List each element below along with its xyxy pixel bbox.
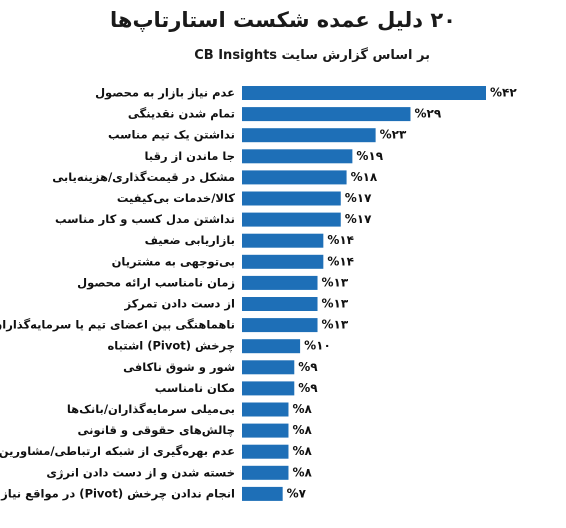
value-label-13: %۱۰	[304, 339, 331, 353]
bar-8	[242, 233, 324, 248]
category-label-7: نداشتن مدل کسب و کار مناسب	[55, 212, 235, 227]
category-label-17: چالش‌های حقوقی و قانونی	[78, 423, 235, 438]
category-label-9: بی‌توجهی به مشتریان	[112, 254, 235, 269]
bar-19	[242, 465, 289, 480]
category-label-11: از دست دادن تمرکز	[123, 297, 235, 311]
chart-subtitle: بر اساس گزارش سایت CB Insights	[194, 48, 430, 63]
bar-12	[242, 318, 318, 333]
category-label-3: نداشتن یک تیم مناسب	[108, 128, 235, 142]
value-label-14: %۹	[298, 360, 318, 374]
bar-15	[242, 381, 295, 396]
bar-11	[242, 297, 318, 311]
value-label-17: %۸	[292, 423, 312, 437]
category-label-16: بی‌میلی سرمایه‌گذاران/بانک‌ها	[67, 402, 235, 416]
value-label-16: %۸	[292, 402, 312, 416]
category-label-5: مشکل در قیمت‌گذاری/هزینه‌یابی	[52, 170, 235, 184]
value-label-1: %۴۲	[490, 86, 517, 100]
category-label-13: چرخش (Pivot) اشتباه	[107, 339, 235, 353]
bar-20	[242, 486, 283, 501]
value-label-12: %۱۳	[322, 318, 349, 332]
category-label-2: تمام شدن نقدینگی	[128, 107, 235, 121]
bar-7	[242, 212, 341, 227]
category-label-19: خسته شدن و از دست دادن انرژی	[46, 465, 235, 480]
bar-10	[242, 275, 318, 290]
category-label-10: زمان نامناسب ارائه محصول	[77, 275, 235, 290]
bar-5	[242, 170, 347, 185]
bar-4	[242, 149, 353, 164]
bar-13	[242, 339, 301, 354]
bar-16	[242, 402, 289, 417]
value-label-15: %۹	[298, 381, 318, 395]
bar-18	[242, 444, 289, 459]
category-label-14: شور و شوق ناکافی	[123, 360, 235, 375]
value-label-6: %۱۷	[345, 191, 372, 205]
value-label-9: %۱۴	[327, 254, 354, 268]
value-label-18: %۸	[292, 444, 312, 458]
value-label-10: %۱۳	[322, 275, 349, 289]
category-label-8: بازاریابی ضعیف	[145, 233, 235, 247]
value-label-7: %۱۷	[345, 212, 372, 226]
bar-17	[242, 423, 289, 438]
bar-9	[242, 254, 324, 269]
bar-2	[242, 107, 411, 122]
value-label-4: %۱۹	[356, 149, 383, 163]
value-label-5: %۱۸	[351, 170, 378, 184]
value-label-20: %۷	[287, 486, 307, 500]
bar-3	[242, 128, 376, 143]
bar-1	[242, 86, 486, 100]
value-label-11: %۱۳	[322, 297, 349, 311]
category-label-4: جا ماندن از رقبا	[144, 149, 235, 163]
category-label-1: عدم نیاز بازار به محصول	[95, 86, 235, 101]
value-label-8: %۱۴	[327, 233, 354, 247]
bar-6	[242, 191, 341, 206]
value-label-3: %۲۳	[380, 128, 407, 142]
category-label-15: مکان نامناسب	[155, 381, 235, 395]
value-label-2: %۲۹	[414, 107, 441, 121]
category-label-6: کالا/خدمات بی‌کیفیت	[117, 191, 235, 205]
category-label-20: انجام ندادن چرخش (Pivot) در مواقع نیاز	[0, 486, 235, 501]
chart-title: ۲۰ دلیل عمده شکست استارتاپ‌ها	[110, 8, 456, 32]
category-label-12: ناهماهنگی بین اعضای تیم یا سرمایه‌گذاران	[0, 318, 235, 332]
bar-14	[242, 360, 295, 375]
value-label-19: %۸	[292, 465, 312, 479]
category-label-18: عدم بهره‌گیری از شبکه ارتباطی/مشاورین	[0, 444, 235, 459]
